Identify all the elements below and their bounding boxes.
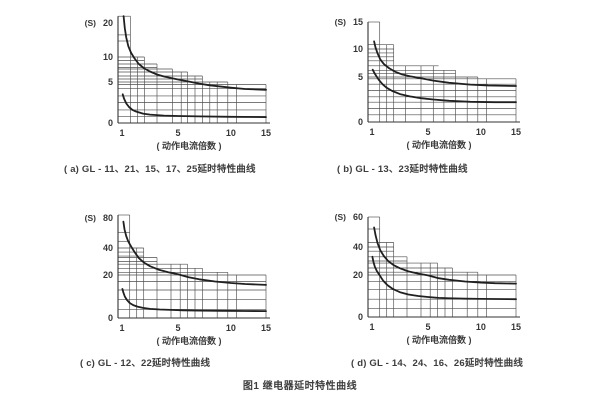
svg-text:10: 10 bbox=[476, 127, 486, 137]
svg-text:15: 15 bbox=[353, 17, 363, 27]
svg-text:(S): (S) bbox=[85, 18, 97, 28]
svg-text:15: 15 bbox=[511, 127, 521, 137]
svg-text:( 动作电流倍数 ): ( 动作电流倍数 ) bbox=[157, 335, 222, 346]
svg-text:0: 0 bbox=[358, 312, 363, 322]
svg-text:5: 5 bbox=[108, 77, 113, 87]
svg-text:( 动作电流倍数 ): ( 动作电流倍数 ) bbox=[407, 334, 472, 345]
svg-text:10: 10 bbox=[226, 128, 236, 138]
svg-text:5: 5 bbox=[358, 72, 363, 82]
figure-title: 图1 继电器延时特性曲线 bbox=[242, 381, 358, 392]
svg-text:10: 10 bbox=[476, 322, 486, 332]
upper-limit-curve bbox=[373, 40, 517, 87]
svg-text:40: 40 bbox=[353, 242, 363, 252]
chart-caption-a: ( a) GL - 11、21、15、17、25延时特性曲线 bbox=[64, 164, 256, 175]
svg-text:20: 20 bbox=[103, 270, 113, 280]
svg-text:10: 10 bbox=[103, 52, 113, 62]
svg-text:1: 1 bbox=[119, 128, 124, 138]
upper-limit-curve bbox=[122, 15, 267, 91]
svg-text:20: 20 bbox=[353, 270, 363, 280]
svg-text:40: 40 bbox=[103, 243, 113, 253]
chart-caption-c: ( c) GL - 12、22延时特性曲线 bbox=[80, 358, 211, 369]
svg-text:80: 80 bbox=[103, 213, 113, 223]
lower-limit-curve bbox=[121, 93, 267, 118]
svg-text:1: 1 bbox=[119, 323, 124, 333]
chart-caption-d: ( d) GL - 14、24、16、26延时特性曲线 bbox=[351, 358, 524, 369]
svg-text:5: 5 bbox=[175, 128, 180, 138]
svg-text:0: 0 bbox=[108, 313, 113, 323]
svg-text:15: 15 bbox=[511, 322, 521, 332]
svg-text:5: 5 bbox=[425, 127, 430, 137]
svg-text:(S): (S) bbox=[85, 213, 97, 223]
upper-limit-curve bbox=[122, 220, 267, 286]
svg-text:10: 10 bbox=[353, 44, 363, 54]
upper-limit-curve bbox=[373, 226, 517, 285]
lower-limit-curve bbox=[371, 255, 517, 301]
svg-text:5: 5 bbox=[175, 323, 180, 333]
svg-text:( 动作电流倍数 ): ( 动作电流倍数 ) bbox=[407, 139, 472, 150]
svg-text:0: 0 bbox=[108, 118, 113, 128]
svg-text:15: 15 bbox=[261, 323, 271, 333]
svg-text:10: 10 bbox=[226, 323, 236, 333]
svg-text:0: 0 bbox=[358, 117, 363, 127]
svg-text:(S): (S) bbox=[335, 212, 347, 222]
svg-text:20: 20 bbox=[103, 18, 113, 28]
lower-limit-curve bbox=[121, 288, 267, 312]
svg-text:60: 60 bbox=[353, 212, 363, 222]
svg-text:1: 1 bbox=[369, 322, 374, 332]
svg-text:15: 15 bbox=[261, 128, 271, 138]
svg-text:(S): (S) bbox=[335, 17, 347, 27]
chart-caption-b: ( b) GL - 13、23延时特性曲线 bbox=[337, 164, 468, 175]
svg-text:5: 5 bbox=[425, 322, 430, 332]
lower-limit-curve bbox=[371, 68, 517, 104]
svg-text:1: 1 bbox=[369, 127, 374, 137]
svg-text:( 动作电流倍数 ): ( 动作电流倍数 ) bbox=[157, 140, 222, 151]
